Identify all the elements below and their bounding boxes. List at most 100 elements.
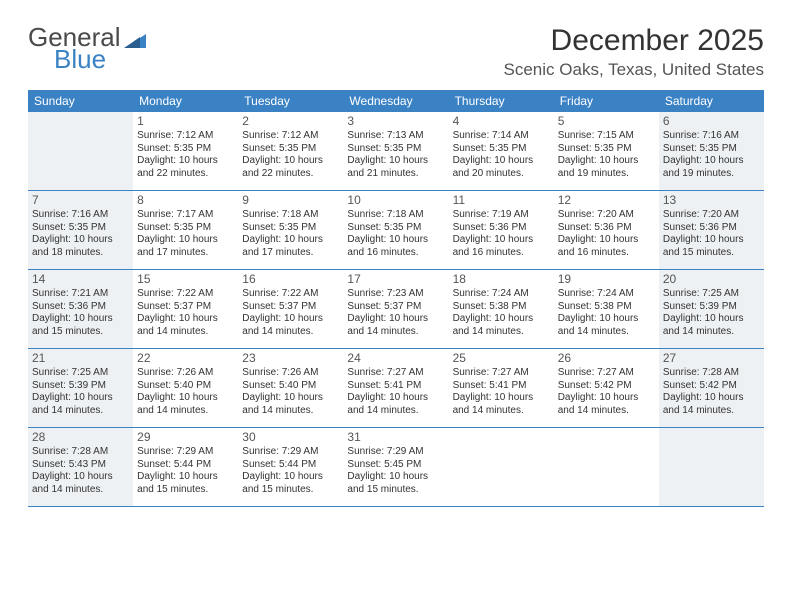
day-cell [659, 428, 764, 506]
day-cell: 11Sunrise: 7:19 AMSunset: 5:36 PMDayligh… [449, 191, 554, 269]
header: General Blue December 2025 Scenic Oaks, … [28, 24, 764, 80]
daylight1-text: Daylight: 10 hours [453, 392, 550, 405]
day-cell: 13Sunrise: 7:20 AMSunset: 5:36 PMDayligh… [659, 191, 764, 269]
sunrise-text: Sunrise: 7:21 AM [32, 288, 129, 301]
day-number: 14 [32, 272, 129, 287]
sunset-text: Sunset: 5:37 PM [347, 301, 444, 314]
sunrise-text: Sunrise: 7:24 AM [558, 288, 655, 301]
title-block: December 2025 Scenic Oaks, Texas, United… [504, 24, 764, 80]
sunset-text: Sunset: 5:35 PM [137, 143, 234, 156]
sunrise-text: Sunrise: 7:27 AM [453, 367, 550, 380]
day-cell: 7Sunrise: 7:16 AMSunset: 5:35 PMDaylight… [28, 191, 133, 269]
day-cell [28, 112, 133, 190]
sunrise-text: Sunrise: 7:20 AM [558, 209, 655, 222]
calendar: SundayMondayTuesdayWednesdayThursdayFrid… [28, 90, 764, 507]
day-cell: 22Sunrise: 7:26 AMSunset: 5:40 PMDayligh… [133, 349, 238, 427]
day-number: 1 [137, 114, 234, 129]
sunset-text: Sunset: 5:35 PM [242, 143, 339, 156]
daylight1-text: Daylight: 10 hours [242, 155, 339, 168]
daylight2-text: and 15 minutes. [663, 247, 760, 260]
daylight1-text: Daylight: 10 hours [32, 313, 129, 326]
daylight2-text: and 14 minutes. [663, 405, 760, 418]
daylight1-text: Daylight: 10 hours [347, 471, 444, 484]
week-row: 7Sunrise: 7:16 AMSunset: 5:35 PMDaylight… [28, 191, 764, 270]
location: Scenic Oaks, Texas, United States [504, 60, 764, 80]
day-number: 31 [347, 430, 444, 445]
sunrise-text: Sunrise: 7:26 AM [137, 367, 234, 380]
daylight2-text: and 20 minutes. [453, 168, 550, 181]
dayname-row: SundayMondayTuesdayWednesdayThursdayFrid… [28, 90, 764, 112]
daylight1-text: Daylight: 10 hours [558, 155, 655, 168]
day-number: 24 [347, 351, 444, 366]
day-number: 21 [32, 351, 129, 366]
daylight1-text: Daylight: 10 hours [663, 234, 760, 247]
sunset-text: Sunset: 5:35 PM [558, 143, 655, 156]
daylight1-text: Daylight: 10 hours [242, 313, 339, 326]
daylight2-text: and 14 minutes. [32, 405, 129, 418]
day-number: 22 [137, 351, 234, 366]
dayname: Thursday [449, 90, 554, 112]
sunrise-text: Sunrise: 7:27 AM [558, 367, 655, 380]
day-number: 3 [347, 114, 444, 129]
sunset-text: Sunset: 5:35 PM [453, 143, 550, 156]
daylight2-text: and 14 minutes. [453, 405, 550, 418]
sunrise-text: Sunrise: 7:22 AM [137, 288, 234, 301]
day-cell: 20Sunrise: 7:25 AMSunset: 5:39 PMDayligh… [659, 270, 764, 348]
daylight2-text: and 14 minutes. [32, 484, 129, 497]
day-number: 19 [558, 272, 655, 287]
sunrise-text: Sunrise: 7:25 AM [32, 367, 129, 380]
sunset-text: Sunset: 5:35 PM [347, 222, 444, 235]
day-number: 15 [137, 272, 234, 287]
daylight1-text: Daylight: 10 hours [663, 392, 760, 405]
sunrise-text: Sunrise: 7:12 AM [137, 130, 234, 143]
sunset-text: Sunset: 5:36 PM [558, 222, 655, 235]
daylight2-text: and 14 minutes. [347, 326, 444, 339]
sunrise-text: Sunrise: 7:24 AM [453, 288, 550, 301]
week-row: 1Sunrise: 7:12 AMSunset: 5:35 PMDaylight… [28, 112, 764, 191]
sunrise-text: Sunrise: 7:29 AM [347, 446, 444, 459]
daylight1-text: Daylight: 10 hours [347, 234, 444, 247]
sunset-text: Sunset: 5:35 PM [242, 222, 339, 235]
daylight1-text: Daylight: 10 hours [558, 234, 655, 247]
day-number: 2 [242, 114, 339, 129]
daylight1-text: Daylight: 10 hours [137, 313, 234, 326]
sunset-text: Sunset: 5:37 PM [242, 301, 339, 314]
week-row: 21Sunrise: 7:25 AMSunset: 5:39 PMDayligh… [28, 349, 764, 428]
daylight1-text: Daylight: 10 hours [663, 155, 760, 168]
sunset-text: Sunset: 5:36 PM [663, 222, 760, 235]
daylight2-text: and 16 minutes. [558, 247, 655, 260]
day-number: 27 [663, 351, 760, 366]
daylight2-text: and 17 minutes. [242, 247, 339, 260]
day-cell: 27Sunrise: 7:28 AMSunset: 5:42 PMDayligh… [659, 349, 764, 427]
daylight2-text: and 18 minutes. [32, 247, 129, 260]
sunrise-text: Sunrise: 7:29 AM [137, 446, 234, 459]
day-cell: 31Sunrise: 7:29 AMSunset: 5:45 PMDayligh… [343, 428, 448, 506]
sunset-text: Sunset: 5:44 PM [137, 459, 234, 472]
day-cell [449, 428, 554, 506]
day-cell: 21Sunrise: 7:25 AMSunset: 5:39 PMDayligh… [28, 349, 133, 427]
sunset-text: Sunset: 5:40 PM [137, 380, 234, 393]
day-number: 12 [558, 193, 655, 208]
daylight2-text: and 22 minutes. [242, 168, 339, 181]
daylight2-text: and 14 minutes. [347, 405, 444, 418]
day-cell: 23Sunrise: 7:26 AMSunset: 5:40 PMDayligh… [238, 349, 343, 427]
sunset-text: Sunset: 5:45 PM [347, 459, 444, 472]
sunset-text: Sunset: 5:39 PM [32, 380, 129, 393]
day-cell: 8Sunrise: 7:17 AMSunset: 5:35 PMDaylight… [133, 191, 238, 269]
day-number: 6 [663, 114, 760, 129]
day-cell: 3Sunrise: 7:13 AMSunset: 5:35 PMDaylight… [343, 112, 448, 190]
sunset-text: Sunset: 5:42 PM [663, 380, 760, 393]
daylight1-text: Daylight: 10 hours [453, 313, 550, 326]
sunrise-text: Sunrise: 7:14 AM [453, 130, 550, 143]
daylight2-text: and 22 minutes. [137, 168, 234, 181]
day-cell: 2Sunrise: 7:12 AMSunset: 5:35 PMDaylight… [238, 112, 343, 190]
sunset-text: Sunset: 5:35 PM [32, 222, 129, 235]
daylight2-text: and 15 minutes. [32, 326, 129, 339]
daylight1-text: Daylight: 10 hours [453, 234, 550, 247]
sunset-text: Sunset: 5:35 PM [663, 143, 760, 156]
daylight1-text: Daylight: 10 hours [32, 234, 129, 247]
day-cell: 30Sunrise: 7:29 AMSunset: 5:44 PMDayligh… [238, 428, 343, 506]
daylight1-text: Daylight: 10 hours [32, 392, 129, 405]
calendar-page: General Blue December 2025 Scenic Oaks, … [0, 0, 792, 527]
day-number: 17 [347, 272, 444, 287]
